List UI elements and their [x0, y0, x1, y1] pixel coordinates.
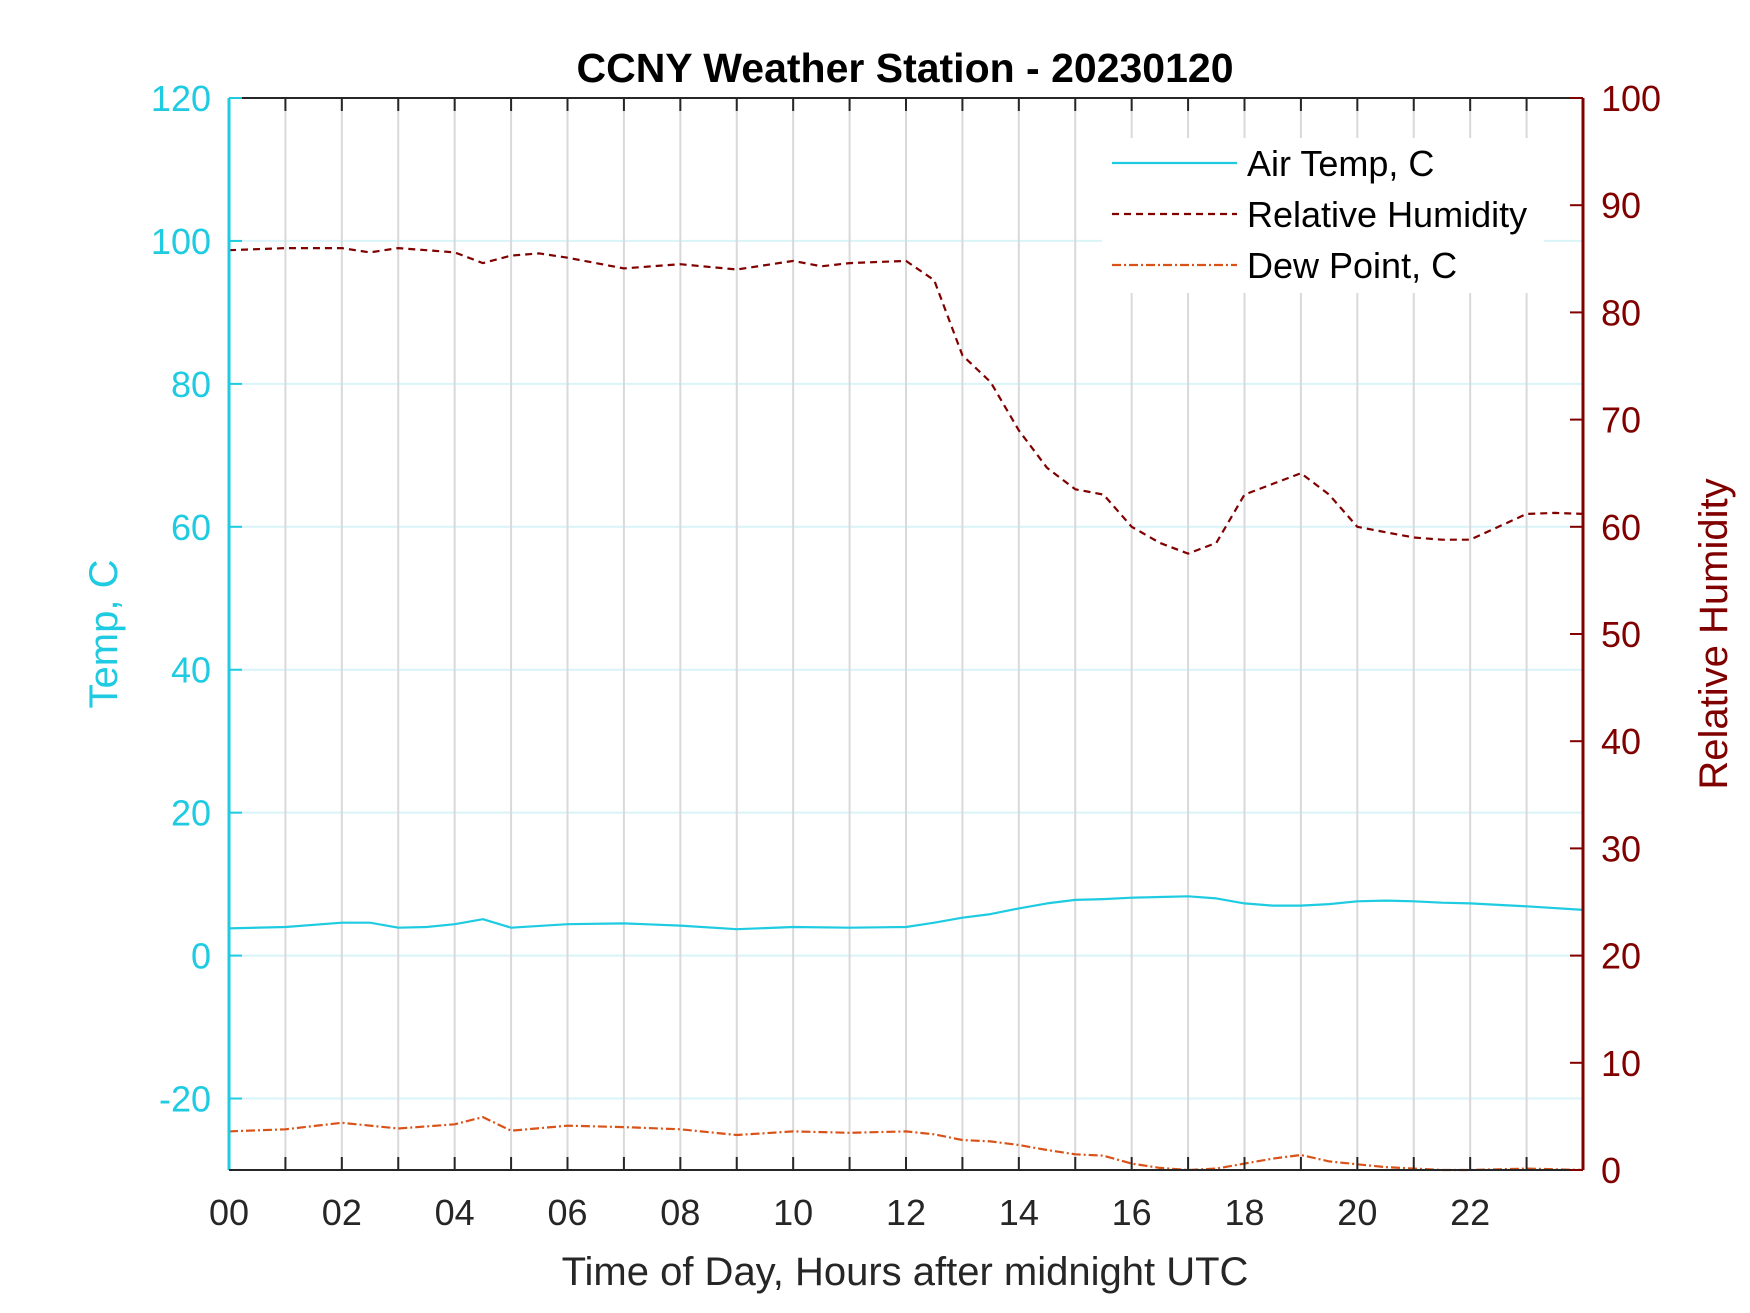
y-right-tick-label: 70 [1601, 400, 1641, 441]
x-tick-label: 02 [322, 1192, 362, 1233]
relative-humidity-line [228, 247, 1584, 555]
y-left-tick-label: 20 [171, 793, 211, 834]
x-tick-label: 12 [886, 1192, 926, 1233]
vertical-grid [284, 98, 1528, 1170]
axes-layer [227, 97, 1585, 1171]
x-tick-label: 20 [1337, 1192, 1377, 1233]
x-tick-label: 10 [773, 1192, 813, 1233]
legend-label-relative-humidity: Relative Humidity [1247, 194, 1527, 235]
y-right-tick-label: 20 [1601, 936, 1641, 977]
y-right-tick-label: 50 [1601, 614, 1641, 655]
y-right-tick-label: 30 [1601, 828, 1641, 869]
y-left-tick-label: 0 [191, 936, 211, 977]
y-right-axis-label: Relative Humidity [1692, 478, 1736, 789]
y-left-tick-label: 60 [171, 507, 211, 548]
x-tick-label: 04 [435, 1192, 475, 1233]
legend: Air Temp, C Relative Humidity Dew Point,… [1102, 138, 1544, 293]
y-left-tick-label: -20 [159, 1079, 211, 1120]
y-left-tick-label: 100 [151, 221, 211, 262]
x-tick-label: 08 [660, 1192, 700, 1233]
y-right-tick-label: 80 [1601, 292, 1641, 333]
y-left-tick-label: 120 [151, 78, 211, 119]
y-right-tick-label: 100 [1601, 78, 1661, 119]
tick-labels: 120100806040200-201009080706050403020100… [151, 78, 1661, 1233]
y-right-tick-label: 10 [1601, 1043, 1641, 1084]
y-left-axis-label: Temp, C [82, 560, 126, 709]
chart-title: CCNY Weather Station - 20230120 [576, 45, 1233, 91]
series-layer [228, 247, 1584, 1172]
y-left-tick-label: 80 [171, 364, 211, 405]
legend-label-dew-point: Dew Point, C [1247, 245, 1457, 286]
x-tick-label: 14 [999, 1192, 1039, 1233]
y-right-tick-label: 40 [1601, 721, 1641, 762]
x-tick-label: 16 [1112, 1192, 1152, 1233]
y-right-tick-label: 0 [1601, 1150, 1621, 1191]
y-left-tick-label: 40 [171, 650, 211, 691]
x-axis-label: Time of Day, Hours after midnight UTC [562, 1250, 1249, 1294]
x-tick-label: 06 [547, 1192, 587, 1233]
x-tick-label: 00 [209, 1192, 249, 1233]
x-tick-label: 22 [1450, 1192, 1490, 1233]
y-right-tick-label: 60 [1601, 507, 1641, 548]
x-tick-label: 18 [1224, 1192, 1264, 1233]
air-temp-line [228, 895, 1584, 931]
legend-label-air-temp: Air Temp, C [1247, 143, 1434, 184]
y-right-tick-label: 90 [1601, 185, 1641, 226]
